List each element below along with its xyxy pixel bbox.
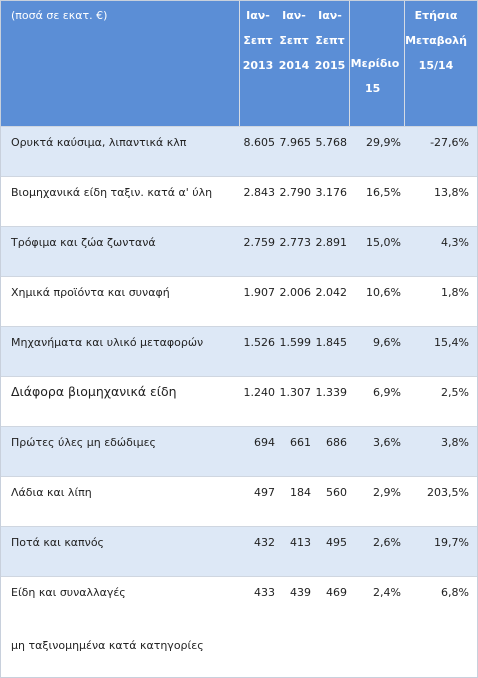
row-name: Ορυκτά καύσιμα, λιπαντικά κλπ <box>11 136 187 149</box>
row-name: Χημικά προϊόντα και συναφή <box>11 286 170 299</box>
header-share-line1: Μερίδιο <box>350 57 400 70</box>
header-share-line2: 15 <box>365 82 381 95</box>
header-2015-line1: Ιαν- <box>318 9 342 22</box>
table-row: Διάφορα βιομηχανικά είδη 1.240 1.307 1.3… <box>1 376 477 426</box>
row-share: 16,5% <box>366 186 401 199</box>
row-change: 19,7% <box>434 536 469 549</box>
row-change: 13,8% <box>434 186 469 199</box>
header-change-line2: Μεταβολή <box>405 34 467 47</box>
table-row: Πρώτες ύλες μη εδώδιμες 694 661 686 3,6%… <box>1 426 477 476</box>
row-value-2015: 1.339 <box>315 386 348 399</box>
row-change: 15,4% <box>434 336 469 349</box>
header-change-line1: Ετήσια <box>414 9 458 22</box>
row-share: 29,9% <box>366 136 401 149</box>
row-value-2014: 439 <box>290 586 311 599</box>
row-value-2013: 1.907 <box>243 286 276 299</box>
row-change: 2,5% <box>441 386 469 399</box>
row-value-2014: 413 <box>290 536 311 549</box>
row-value-2014: 7.965 <box>279 136 312 149</box>
row-value-2015: 5.768 <box>315 136 348 149</box>
row-value-2015: 2.891 <box>315 236 348 249</box>
row-value-2014: 2.790 <box>279 186 312 199</box>
row-value-2014: 661 <box>290 436 311 449</box>
row-share: 6,9% <box>373 386 401 399</box>
row-change: 203,5% <box>427 486 469 499</box>
row-name: Λάδια και λίπη <box>11 486 92 499</box>
row-value-2013: 694 <box>254 436 275 449</box>
header-2013-line3: 2013 <box>242 59 274 72</box>
table-row: Λάδια και λίπη 497 184 560 2,9% 203,5% <box>1 476 477 526</box>
row-value-2014: 1.599 <box>279 336 312 349</box>
row-share: 2,6% <box>373 536 401 549</box>
row-value-2013: 2.759 <box>243 236 276 249</box>
row-value-2014: 184 <box>290 486 311 499</box>
row-share: 9,6% <box>373 336 401 349</box>
row-share: 10,6% <box>366 286 401 299</box>
row-change: 3,8% <box>441 436 469 449</box>
header-2013-line2: Σεπτ <box>243 34 273 47</box>
header-2014-line1: Ιαν- <box>282 9 306 22</box>
row-change: 4,3% <box>441 236 469 249</box>
row-value-2015: 495 <box>326 536 347 549</box>
row-share: 2,9% <box>373 486 401 499</box>
row-share: 3,6% <box>373 436 401 449</box>
row-change: -27,6% <box>430 136 469 149</box>
row-share: 15,0% <box>366 236 401 249</box>
row-value-2015: 469 <box>326 586 347 599</box>
row-name-line2: μη ταξινομημένα κατά κατηγορίες <box>11 639 204 652</box>
row-value-2013: 433 <box>254 586 275 599</box>
row-value-2015: 560 <box>326 486 347 499</box>
row-value-2014: 1.307 <box>279 386 312 399</box>
row-value-2013: 497 <box>254 486 275 499</box>
row-value-2014: 2.006 <box>279 286 312 299</box>
row-value-2013: 1.240 <box>243 386 276 399</box>
row-value-2015: 686 <box>326 436 347 449</box>
table-row: Τρόφιμα και ζώα ζωντανά 2.759 2.773 2.89… <box>1 226 477 276</box>
row-change: 1,8% <box>441 286 469 299</box>
table-row: Ποτά και καπνός 432 413 495 2,6% 19,7% <box>1 526 477 576</box>
table-row: Ορυκτά καύσιμα, λιπαντικά κλπ 8.605 7.96… <box>1 126 477 176</box>
row-value-2013: 1.526 <box>243 336 276 349</box>
row-value-2014: 2.773 <box>279 236 312 249</box>
table-row: Είδη και συναλλαγές μη ταξινομημένα κατά… <box>1 576 477 677</box>
table-row: Βιομηχανικά είδη ταξιν. κατά α' ύλη 2.84… <box>1 176 477 226</box>
header-2014-line2: Σεπτ <box>279 34 309 47</box>
header-2013-line1: Ιαν- <box>246 9 270 22</box>
row-change: 6,8% <box>441 586 469 599</box>
amount-note: (ποσά σε εκατ. €) <box>11 9 108 22</box>
header-2014-line3: 2014 <box>278 59 310 72</box>
header-change-line3: 15/14 <box>418 59 454 72</box>
row-value-2013: 8.605 <box>243 136 276 149</box>
header-2015-line2: Σεπτ <box>315 34 345 47</box>
row-name: Μηχανήματα και υλικό μεταφορών <box>11 336 204 349</box>
row-name: Ποτά και καπνός <box>11 536 105 549</box>
header-2015-line3: 2015 <box>314 59 346 72</box>
row-value-2013: 432 <box>254 536 275 549</box>
row-value-2015: 3.176 <box>315 186 348 199</box>
table-row: Χημικά προϊόντα και συναφή 1.907 2.006 2… <box>1 276 477 326</box>
row-value-2013: 2.843 <box>243 186 276 199</box>
row-share: 2,4% <box>373 586 401 599</box>
row-name: Διάφορα βιομηχανικά είδη <box>11 384 177 399</box>
table-row: Μηχανήματα και υλικό μεταφορών 1.526 1.5… <box>1 326 477 376</box>
row-name: Τρόφιμα και ζώα ζωντανά <box>11 236 156 249</box>
row-name: Πρώτες ύλες μη εδώδιμες <box>11 436 156 449</box>
row-name: Βιομηχανικά είδη ταξιν. κατά α' ύλη <box>11 186 213 199</box>
row-name: Είδη και συναλλαγές <box>11 586 126 599</box>
row-value-2015: 1.845 <box>315 336 348 349</box>
row-value-2015: 2.042 <box>315 286 348 299</box>
